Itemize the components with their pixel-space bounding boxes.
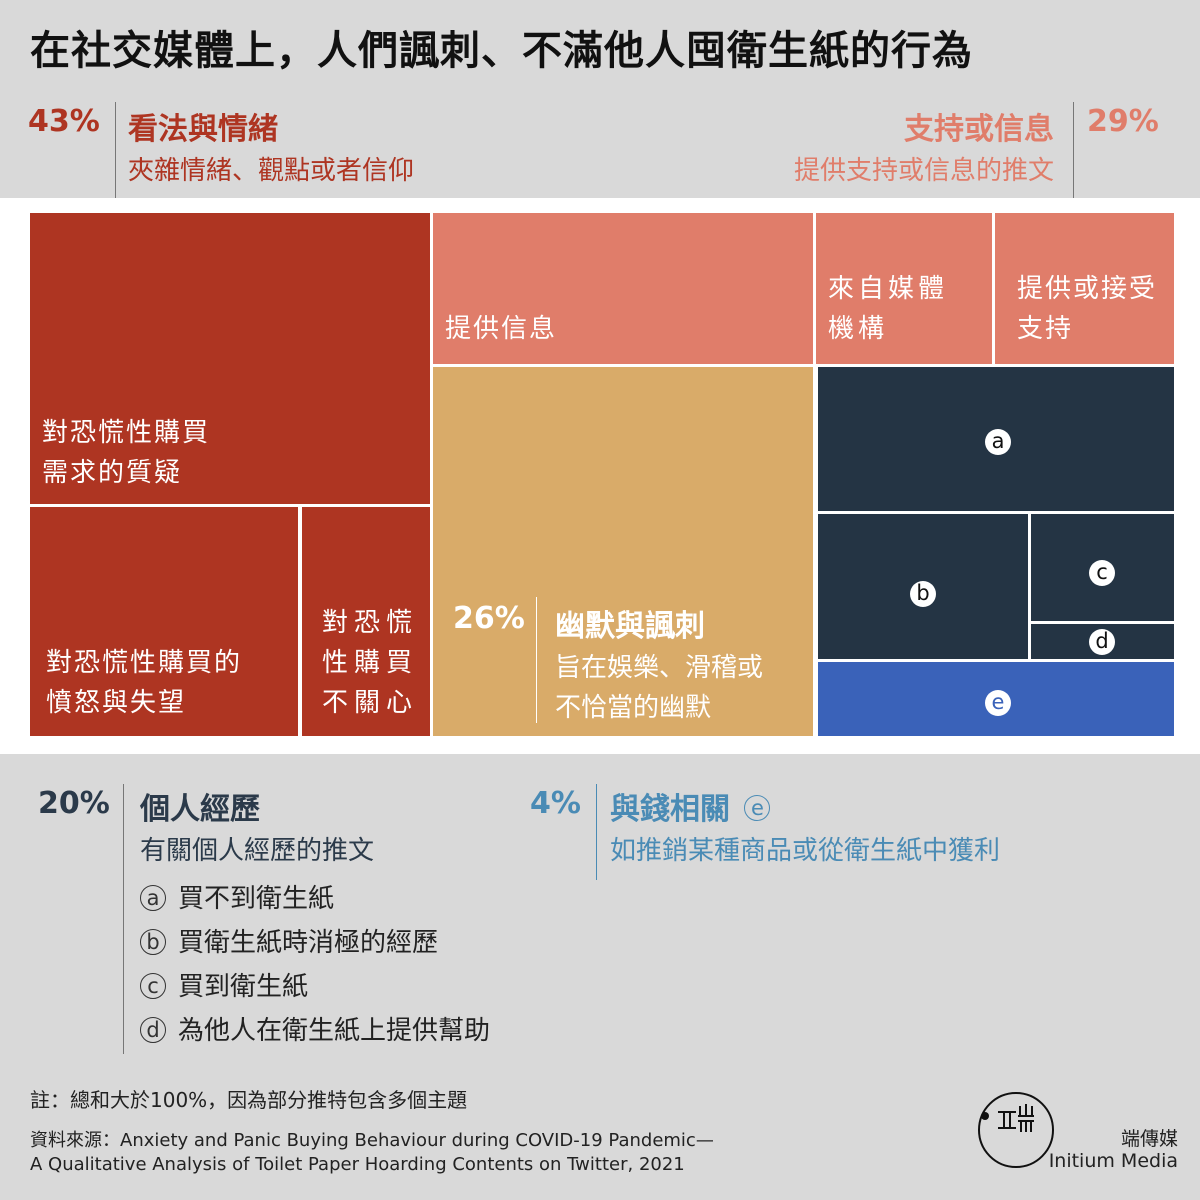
legend-badge-d: d: [140, 1017, 166, 1043]
brand-name-en: Initium Media: [1048, 1150, 1178, 1172]
source-line-1: 資料來源：Anxiety and Panic Buying Behaviour …: [30, 1130, 714, 1151]
tile-doubt-label-line1: 對恐慌性購買: [42, 418, 211, 448]
personal-category-name: 個人經歷: [140, 792, 260, 827]
badge-b: b: [910, 581, 936, 607]
legend-item-a: a 買不到衛生紙: [140, 878, 334, 915]
tile-media-label-line1: 來自媒體: [828, 274, 949, 304]
money-percent: 4%: [530, 786, 581, 821]
money-badge-e: e: [744, 795, 771, 821]
support-category-name: 支持或信息: [904, 112, 1054, 147]
tile-indifference-label-line2: 性購買: [322, 648, 419, 678]
humor-description-line1: 旨在娛樂、滑稽或: [555, 653, 764, 683]
humor-category-name: 幽默與諷刺: [555, 609, 705, 644]
legend-item-b: b 買衛生紙時消極的經歷: [140, 922, 438, 959]
tile-anger-label-line2: 憤怒與失望: [46, 688, 187, 718]
legend-item-d: d 為他人在衛生紙上提供幫助: [140, 1010, 490, 1047]
humor-percent: 26%: [453, 601, 525, 636]
tile-doubt-label-line2: 需求的質疑: [42, 458, 183, 488]
tile-anger-disappointment: 對恐慌性購買的 憤怒與失望: [30, 507, 298, 736]
tile-personal-b: b: [818, 514, 1028, 659]
personal-percent: 20%: [38, 786, 110, 821]
chart-title: 在社交媒體上，人們諷刺、不滿他人囤衛生紙的行為: [30, 28, 973, 74]
footer-note: 註：總和大於100%，因為部分推特包含多個主題: [30, 1088, 468, 1112]
legend-item-b-label: 買衛生紙時消極的經歷: [178, 928, 439, 958]
support-leader-line: [1073, 102, 1074, 212]
tile-media-label-line2: 機構: [828, 314, 889, 344]
legend-badge-a: a: [140, 885, 166, 911]
opinion-category-name: 看法與情緒: [128, 112, 278, 147]
initium-logo-mark-icon: [981, 1104, 1034, 1132]
tile-personal-c: c: [1031, 514, 1174, 621]
badge-c: c: [1089, 560, 1115, 586]
money-leader-line: [596, 784, 597, 880]
tile-humor-satire: 26% 幽默與諷刺 旨在娛樂、滑稽或 不恰當的幽默: [433, 367, 813, 736]
tile-give-receive-support: 提供或接受 支持: [995, 213, 1174, 364]
tile-personal-a: a: [818, 367, 1174, 511]
tile-indifference-label-line3: 不關心: [322, 688, 419, 718]
tile-indifference-label-line1: 對恐慌: [322, 608, 419, 638]
tile-indifference: 對恐慌 性購買 不關心: [302, 507, 430, 736]
tile-support-label-line2: 支持: [1017, 314, 1074, 344]
personal-description: 有關個人經歷的推文: [140, 836, 375, 866]
legend-item-c-label: 買到衛生紙: [178, 972, 309, 1002]
legend-badge-b: b: [140, 929, 166, 955]
tile-support-label-line1: 提供或接受: [1017, 274, 1158, 304]
legend-item-c: c 買到衛生紙: [140, 966, 308, 1003]
badge-d: d: [1089, 629, 1115, 655]
tile-doubt-panic-buying: 對恐慌性購買 需求的質疑: [30, 213, 430, 504]
legend-item-a-label: 買不到衛生紙: [178, 884, 335, 914]
tile-anger-label-line1: 對恐慌性購買的: [46, 648, 243, 678]
initium-logo: [978, 1092, 1054, 1168]
opinion-description: 夾雜情緒、觀點或者信仰: [128, 156, 415, 186]
money-description: 如推銷某種商品或從衛生紙中獲利: [610, 836, 1001, 866]
tile-provide-info: 提供信息: [433, 213, 813, 364]
source-line-2: A Qualitative Analysis of Toilet Paper H…: [30, 1154, 685, 1175]
legend-badge-c: c: [140, 973, 166, 999]
support-description: 提供支持或信息的推文: [793, 156, 1054, 186]
badge-a: a: [985, 429, 1011, 455]
tile-provide-info-label: 提供信息: [445, 314, 558, 344]
personal-leader-line: [123, 784, 124, 1054]
brand-name-cn: 端傳媒: [1120, 1128, 1178, 1150]
humor-divider-line: [536, 597, 537, 723]
tile-personal-d: d: [1031, 624, 1174, 659]
tile-money-e: e: [818, 662, 1174, 736]
opinion-percent: 43%: [28, 104, 100, 139]
support-percent: 29%: [1087, 104, 1159, 139]
money-category-name: 與錢相關 e: [610, 784, 771, 828]
badge-e: e: [985, 690, 1011, 716]
opinion-leader-line: [115, 102, 116, 212]
tile-media-institutions: 來自媒體 機構: [816, 213, 992, 364]
humor-description-line2: 不恰當的幽默: [555, 693, 712, 723]
legend-item-d-label: 為他人在衛生紙上提供幫助: [178, 1016, 491, 1046]
money-category-label: 與錢相關: [610, 792, 730, 827]
